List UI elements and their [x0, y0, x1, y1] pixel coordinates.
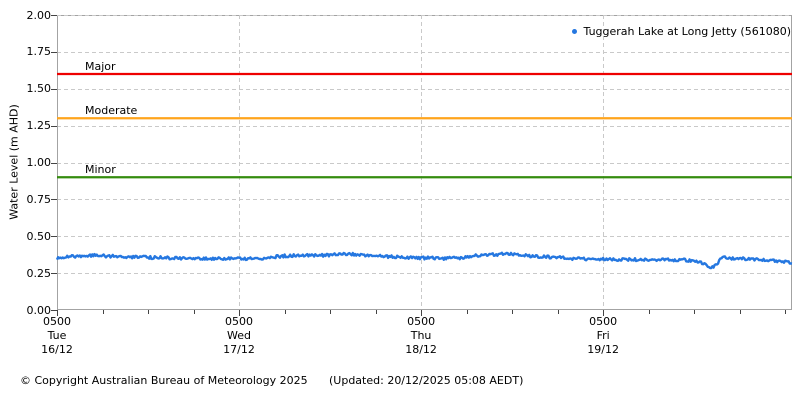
threshold-label-minor: Minor [85, 162, 116, 176]
x-tick-label: 0500 Fri 19/12 [561, 315, 645, 357]
x-tick-label-line: Tue [47, 329, 67, 342]
legend: Tuggerah Lake at Long Jetty (561080) [571, 25, 791, 38]
x-tick-label-line: Fri [596, 329, 610, 342]
y-tick-label: 0.50 [26, 229, 52, 243]
water-level-series-line [55, 251, 793, 270]
x-tick-label-line: 0500 [589, 315, 618, 328]
legend-marker-dot-icon [571, 29, 577, 34]
x-tick-label-line: 18/12 [405, 343, 437, 356]
y-tick-label: 0.00 [26, 303, 52, 317]
y-tick-label: 1.75 [26, 45, 52, 59]
threshold-label-moderate: Moderate [85, 103, 138, 117]
x-tick-label-line: Wed [227, 329, 252, 342]
copyright-text: © Copyright Australian Bureau of Meteoro… [20, 374, 308, 387]
y-tick-label: 0.25 [26, 266, 52, 280]
x-tick-label-line: 0500 [225, 315, 254, 328]
legend-label: Tuggerah Lake at Long Jetty (561080) [583, 25, 791, 38]
x-tick-label: 0500 Thu 18/12 [379, 315, 463, 357]
x-tick-label-line: 0500 [43, 315, 71, 328]
x-tick-label-line: Thu [410, 329, 432, 342]
x-tick-label: 0500 Tue 16/12 [15, 315, 99, 357]
threshold-label-major: Major [85, 59, 116, 73]
x-tick-label-line: 0500 [407, 315, 436, 328]
x-tick-label-line: 16/12 [41, 343, 73, 356]
y-tick-label: 1.00 [26, 156, 52, 169]
x-tick-label-line: 19/12 [587, 343, 619, 356]
x-tick-label-line: 17/12 [223, 343, 255, 356]
y-tick-label: 2.00 [26, 8, 52, 22]
y-tick-label: 0.75 [26, 192, 52, 206]
y-tick-label: 1.50 [26, 82, 52, 96]
y-tick-label: 1.25 [26, 119, 52, 133]
x-tick-label: 0500 Wed 17/12 [197, 315, 281, 357]
plot-frame [57, 15, 792, 310]
updated-timestamp: (Updated: 20/12/2025 05:08 AEDT) [329, 374, 524, 387]
